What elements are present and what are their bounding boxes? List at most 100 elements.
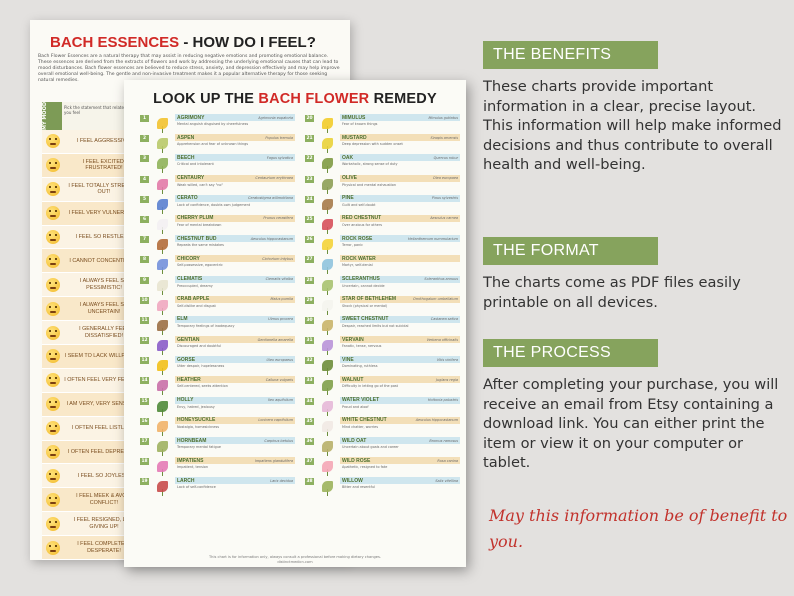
mood-label: I ALWAYS FEEL SO PESSIMISTIC! bbox=[79, 278, 129, 291]
remedy-name: LARCH bbox=[177, 477, 195, 484]
remedy-name: HEATHER bbox=[177, 376, 201, 383]
mood-row: I ALWAYS FEEL SO UNCERTAIN! bbox=[42, 297, 144, 322]
remedy-entry: 24 PINE Pinus sylvestris Guilt and self-dou… bbox=[305, 194, 460, 215]
remedy-number: 16 bbox=[140, 417, 149, 425]
remedy-name: GORSE bbox=[177, 356, 196, 363]
remedy-description: Fanatic, tense, nervous bbox=[342, 344, 382, 349]
remedy-name: CERATO bbox=[177, 195, 198, 202]
remedy-number: 38 bbox=[305, 478, 314, 486]
flower-illustration-icon bbox=[149, 134, 175, 154]
remedy-number: 4 bbox=[140, 175, 149, 183]
remedy-number: 27 bbox=[305, 256, 314, 264]
remedy-entry: 21 MUSTARD Sinapis arvensis Deep depression… bbox=[305, 134, 460, 154]
remedy-entry: 32 VINE Vitis vinifera Dominating, ruthless bbox=[305, 356, 460, 376]
remedy-number: 3 bbox=[140, 155, 149, 163]
process-section: THE PROCESS After completing your purcha… bbox=[483, 339, 783, 473]
remedy-latin-name: Ilex aquifolium bbox=[267, 398, 293, 403]
remedy-name: CENTAURY bbox=[177, 175, 205, 182]
remedy-info: VINE Vitis vinifera Dominating, ruthless bbox=[340, 356, 460, 376]
mood-label: I ALWAYS FEEL SO UNCERTAIN! bbox=[79, 302, 129, 315]
remedy-info: ASPEN Populus tremula Apprehension and fea… bbox=[175, 134, 295, 154]
remedy-name: OLIVE bbox=[342, 175, 358, 182]
remedy-name-bar: OLIVE Olea europaea bbox=[340, 174, 460, 182]
flower-illustration-icon bbox=[149, 195, 175, 215]
remedy-description: Over anxious for others bbox=[342, 222, 383, 227]
remedy-latin-name: Salix vitellina bbox=[435, 478, 458, 483]
remedy-latin-name: Aesculus carnea bbox=[430, 216, 458, 221]
remedy-description: Physical and mental exhaustion bbox=[342, 182, 396, 187]
remedy-name: HORNBEAM bbox=[177, 437, 207, 444]
remedy-name: WILD ROSE bbox=[342, 457, 371, 464]
mood-row: I FEEL VERY VULNERABLE! bbox=[42, 201, 144, 226]
flower-illustration-icon bbox=[314, 114, 340, 134]
remedy-number: 31 bbox=[305, 337, 314, 345]
mood-label: I FEEL COMPLETELY DESPERATE! bbox=[77, 541, 131, 554]
remedy-name-bar: WHITE CHESTNUT Aesculus hippocastanum bbox=[340, 416, 460, 424]
remedy-number: 23 bbox=[305, 175, 314, 183]
remedy-info: STAR OF BETHLEHEM Ornithogalum umbellatum… bbox=[340, 295, 460, 316]
remedy-info: OAK Quercus robur Workaholic, strong sense… bbox=[340, 154, 460, 174]
remedy-info: WHITE CHESTNUT Aesculus hippocastanum Mind… bbox=[340, 416, 460, 437]
flower-illustration-icon bbox=[149, 296, 175, 316]
remedy-entry: 3 BEECH Fagus sylvatica Critical and intole… bbox=[140, 154, 295, 174]
format-header: THE FORMAT bbox=[483, 237, 658, 265]
remedy-name: CLEMATIS bbox=[177, 276, 203, 282]
chart-footer-note: This chart is for information only, alwa… bbox=[208, 555, 381, 559]
flower-illustration-icon bbox=[149, 397, 175, 417]
remedy-name-bar: CHESTNUT BUD Aesculus hippocastanum bbox=[175, 235, 295, 243]
remedy-info: WILD OAT Bromus ramosus Uncertain about go… bbox=[340, 437, 460, 457]
mood-label: I FEEL TOTALLY STRESSED OUT! bbox=[68, 182, 140, 196]
remedy-name: WILLOW bbox=[342, 477, 363, 484]
process-body: After completing your purchase, you will… bbox=[483, 376, 779, 472]
remedy-info: CHESTNUT BUD Aesculus hippocastanum Repeat… bbox=[175, 235, 295, 255]
remedy-number: 35 bbox=[305, 417, 314, 425]
mood-label: I OFTEN FEEL DEPRESSED! bbox=[67, 448, 141, 455]
remedy-entry: 18 IMPATIENS Impatiens glandulifera Impatie… bbox=[140, 457, 295, 477]
remedy-description: Temporary feelings of inadequacy bbox=[177, 323, 235, 328]
remedy-latin-name: Ulmus procera bbox=[268, 317, 293, 322]
flower-illustration-icon bbox=[314, 276, 340, 296]
remedy-description: Martyr, self-denial bbox=[342, 263, 373, 268]
mood-label: I FEEL VERY VULNERABLE! bbox=[68, 209, 140, 216]
remedy-name-bar: WILLOW Salix vitellina bbox=[340, 477, 460, 485]
mood-row: I FEEL SO RESTLESS! bbox=[42, 225, 144, 250]
flower-illustration-icon bbox=[314, 134, 340, 154]
remedy-name: WHITE CHESTNUT bbox=[342, 417, 387, 424]
format-section: THE FORMAT The charts come as PDF files … bbox=[483, 237, 783, 312]
remedy-number: 22 bbox=[305, 155, 314, 163]
emoji-face-icon bbox=[46, 540, 60, 555]
mood-row: I AM VERY, VERY SENSITIVE! bbox=[42, 392, 144, 417]
remedy-name: STAR OF BETHLEHEM bbox=[342, 296, 397, 303]
remedy-latin-name: Ceratostigma willmottiana bbox=[248, 196, 293, 201]
emoji-face-icon bbox=[46, 325, 60, 340]
flower-illustration-icon bbox=[149, 235, 175, 255]
remedy-info: ROCK WATER Martyr, self-denial bbox=[340, 255, 460, 275]
remedy-latin-name: Scleranthus annuus bbox=[424, 277, 458, 281]
remedy-name-bar: CHERRY PLUM Prunus cerasifera bbox=[175, 214, 295, 222]
remedy-name: CHICORY bbox=[177, 255, 200, 262]
emoji-face-icon bbox=[46, 421, 60, 436]
remedy-name: ELM bbox=[177, 316, 188, 323]
remedy-entry: 11 ELM Ulmus procera Temporary feelings of … bbox=[140, 315, 295, 336]
remedy-latin-name: Vitis vinifera bbox=[436, 357, 458, 362]
remedy-description: Despair, reached limits but not suicidal bbox=[342, 323, 409, 328]
flower-illustration-icon bbox=[149, 356, 175, 376]
remedy-name: ROCK WATER bbox=[342, 255, 376, 262]
remedy-name: MUSTARD bbox=[342, 134, 367, 141]
remedy-number: 18 bbox=[140, 458, 149, 466]
remedy-name: ASPEN bbox=[177, 134, 195, 141]
remedy-info: AGRIMONY Agrimonia eupatoria Mental anguis… bbox=[175, 114, 295, 134]
remedy-name-bar: SWEET CHESTNUT Castanea sativa bbox=[340, 315, 460, 323]
remedy-number: 19 bbox=[140, 478, 149, 486]
remedy-info: VERVAIN Verbena officinalis Fanatic, tense… bbox=[340, 336, 460, 356]
remedy-latin-name: Cichorium intybus bbox=[262, 256, 293, 261]
remedy-latin-name: Agrimonia eupatoria bbox=[258, 115, 293, 120]
remedy-info: ROCK ROSE Helianthemum nummularium Terror,… bbox=[340, 235, 460, 255]
remedy-entry: 2 ASPEN Populus tremula Apprehension and fe… bbox=[140, 134, 295, 154]
remedy-entry: 23 OLIVE Olea europaea Physical and mental … bbox=[305, 174, 460, 195]
flower-illustration-icon bbox=[149, 457, 175, 477]
remedy-description: Mind chatter, worries bbox=[342, 424, 379, 429]
mood-list: I FEEL AGGRESSIVE! I FEEL EXCITED, FRUSTR… bbox=[42, 130, 144, 561]
remedy-info: CRAB APPLE Malus pumila Self-dislike and d… bbox=[175, 295, 295, 316]
flower-illustration-icon bbox=[314, 316, 340, 336]
